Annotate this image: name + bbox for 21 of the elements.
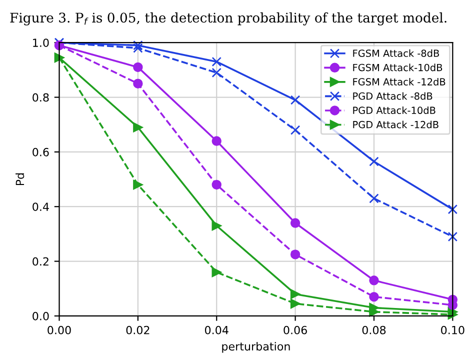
legend-label: FGSM Attack -12dB	[353, 78, 446, 86]
y-tick-label: 0.6	[32, 148, 49, 156]
x-tick-label: 0.00	[48, 326, 71, 334]
y-tick-label: 0.2	[32, 257, 48, 266]
chart-title: Figure 3. P$_{f}$ is 0.05, the detection probability of the target model.	[10, 12, 446, 26]
legend-label: PGD Attack-10dB	[353, 106, 436, 114]
legend-label: FGSM Attack -8dB	[353, 49, 439, 57]
legend-label: PGD Attack -8dB	[353, 92, 432, 100]
y-tick-label: 0.8	[32, 93, 49, 102]
legend-label: PGD Attack -12dB	[353, 120, 438, 128]
y-tick-label: 1.0	[33, 38, 49, 47]
x-axis-title: perturbation	[222, 342, 290, 353]
x-tick-label: 0.02	[126, 326, 150, 334]
x-tick-label: 0.10	[441, 326, 464, 334]
legend-label: FGSM Attack-10dB	[353, 64, 442, 72]
x-tick-label: 0.06	[284, 326, 307, 334]
x-tick-label: 0.04	[204, 326, 228, 334]
x-tick-label: 0.08	[362, 326, 386, 334]
y-axis-title: Pd	[16, 173, 24, 186]
y-tick-label: 0.4	[32, 202, 49, 211]
y-tick-label: 0.0	[32, 312, 49, 320]
